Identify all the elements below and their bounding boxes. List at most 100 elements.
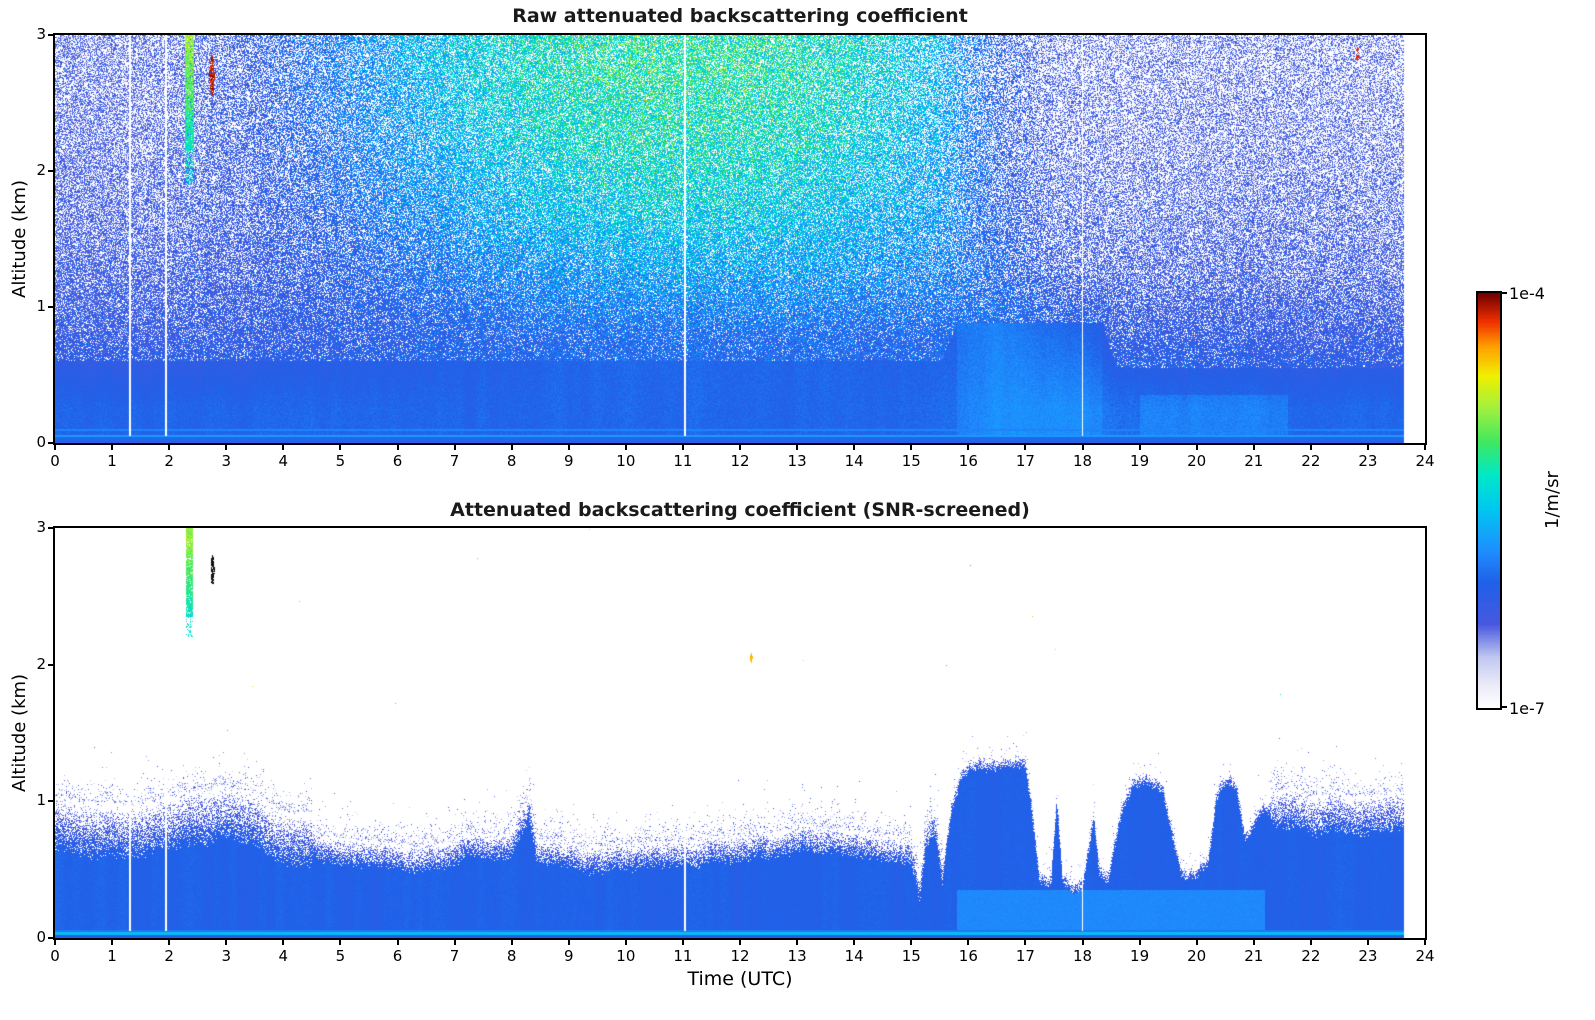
x-tick-mark bbox=[510, 940, 513, 945]
y-tick-mark bbox=[48, 663, 53, 666]
x-tick-mark bbox=[1081, 940, 1084, 945]
colorbar-min-label: 1e-7 bbox=[1509, 699, 1545, 718]
x-axis-label: Time (UTC) bbox=[687, 968, 793, 990]
x-tick-mark bbox=[111, 445, 114, 450]
x-tick-mark bbox=[567, 940, 570, 945]
x-tick-mark bbox=[168, 940, 171, 945]
x-tick-label: 13 bbox=[787, 452, 807, 470]
x-tick-label: 23 bbox=[1358, 452, 1378, 470]
y-tick-label: 0 bbox=[36, 433, 46, 451]
y-tick-mark bbox=[48, 306, 53, 308]
x-tick-mark bbox=[339, 445, 342, 450]
x-tick-mark bbox=[1366, 940, 1369, 945]
x-tick-mark bbox=[1024, 445, 1027, 450]
x-tick-mark bbox=[1081, 445, 1084, 450]
x-tick-mark bbox=[1309, 445, 1312, 450]
x-tick-mark bbox=[1138, 940, 1141, 945]
x-tick-label: 3 bbox=[221, 947, 232, 965]
x-tick-label: 14 bbox=[844, 947, 864, 965]
x-tick-label: 10 bbox=[616, 947, 636, 965]
y-tick-label: 1 bbox=[36, 791, 46, 810]
x-tick-label: 13 bbox=[787, 947, 807, 965]
x-tick-mark bbox=[225, 940, 228, 945]
x-tick-label: 4 bbox=[278, 452, 289, 470]
x-tick-label: 16 bbox=[958, 452, 978, 470]
y-tick-mark bbox=[48, 937, 53, 939]
x-tick-label: 17 bbox=[1015, 452, 1035, 470]
x-tick-mark bbox=[1366, 445, 1369, 450]
colorbar-units-label: 1/m/sr bbox=[1542, 471, 1563, 530]
screened-panel-title: Attenuated backscattering coefficient (S… bbox=[450, 499, 1030, 521]
colorbar-max-label: 1e-4 bbox=[1509, 284, 1545, 303]
x-tick-label: 21 bbox=[1244, 452, 1264, 470]
x-tick-mark bbox=[1024, 940, 1027, 945]
colorbar-min-tick bbox=[1502, 706, 1507, 708]
x-tick-mark bbox=[1138, 445, 1141, 450]
y-axis-label-raw: Altitude (km) bbox=[9, 179, 30, 299]
y-tick-label: 3 bbox=[36, 25, 46, 43]
x-tick-label: 19 bbox=[1130, 947, 1150, 965]
x-tick-label: 1 bbox=[107, 947, 117, 965]
x-tick-label: 15 bbox=[901, 452, 921, 470]
x-tick-label: 2 bbox=[164, 452, 174, 470]
x-tick-label: 18 bbox=[1072, 947, 1093, 965]
x-tick-label: 7 bbox=[449, 947, 460, 965]
x-tick-label: 21 bbox=[1244, 947, 1264, 965]
y-tick-mark bbox=[48, 527, 53, 529]
x-tick-label: 16 bbox=[958, 947, 978, 965]
x-tick-mark bbox=[54, 940, 56, 945]
x-tick-label: 12 bbox=[730, 452, 750, 470]
x-tick-label: 19 bbox=[1130, 452, 1150, 470]
y-tick-label: 1 bbox=[36, 297, 46, 315]
x-tick-mark bbox=[168, 445, 171, 450]
x-tick-label: 11 bbox=[673, 947, 693, 965]
y-tick-mark bbox=[48, 442, 53, 444]
y-tick-label: 2 bbox=[36, 161, 46, 179]
x-tick-label: 1 bbox=[107, 452, 117, 470]
x-tick-mark bbox=[910, 940, 913, 945]
x-tick-mark bbox=[967, 445, 970, 450]
x-tick-label: 22 bbox=[1301, 947, 1321, 965]
colorbar bbox=[1476, 291, 1502, 710]
x-tick-mark bbox=[396, 445, 399, 450]
raw-panel bbox=[53, 33, 1427, 445]
x-tick-mark bbox=[796, 940, 799, 945]
x-tick-mark bbox=[510, 445, 513, 450]
x-tick-mark bbox=[1309, 940, 1312, 945]
x-tick-mark bbox=[1195, 445, 1198, 450]
x-tick-mark bbox=[1424, 940, 1426, 945]
screened-panel bbox=[53, 526, 1427, 940]
y-axis-label-screened: Altitude (km) bbox=[9, 673, 30, 793]
colorbar-canvas bbox=[1478, 293, 1500, 708]
x-tick-mark bbox=[1424, 445, 1426, 450]
x-tick-label: 18 bbox=[1072, 452, 1093, 470]
x-tick-label: 20 bbox=[1187, 947, 1207, 965]
raw-heatmap-canvas bbox=[55, 35, 1425, 443]
x-tick-label: 23 bbox=[1358, 947, 1378, 965]
x-tick-label: 9 bbox=[563, 452, 574, 470]
y-tick-mark bbox=[48, 170, 53, 172]
x-tick-label: 9 bbox=[563, 947, 574, 965]
y-tick-label: 0 bbox=[36, 928, 46, 946]
x-tick-mark bbox=[739, 445, 741, 450]
x-tick-mark bbox=[1195, 940, 1198, 945]
y-tick-mark bbox=[48, 34, 53, 36]
x-tick-label: 8 bbox=[506, 947, 517, 965]
x-tick-label: 10 bbox=[616, 452, 636, 470]
raw-panel-title: Raw attenuated backscattering coefficien… bbox=[512, 5, 968, 27]
x-tick-label: 24 bbox=[1415, 452, 1435, 470]
x-tick-mark bbox=[282, 445, 285, 450]
x-tick-mark bbox=[111, 940, 114, 945]
x-tick-mark bbox=[1252, 940, 1255, 945]
x-tick-mark bbox=[853, 445, 856, 450]
x-tick-label: 6 bbox=[392, 947, 403, 965]
x-tick-mark bbox=[396, 940, 399, 945]
x-tick-label: 17 bbox=[1015, 947, 1035, 965]
y-tick-label: 2 bbox=[36, 654, 46, 673]
x-tick-mark bbox=[54, 445, 56, 450]
x-tick-mark bbox=[796, 445, 799, 450]
x-tick-label: 8 bbox=[506, 452, 517, 470]
x-tick-mark bbox=[739, 940, 741, 945]
screened-heatmap-canvas bbox=[55, 528, 1425, 938]
